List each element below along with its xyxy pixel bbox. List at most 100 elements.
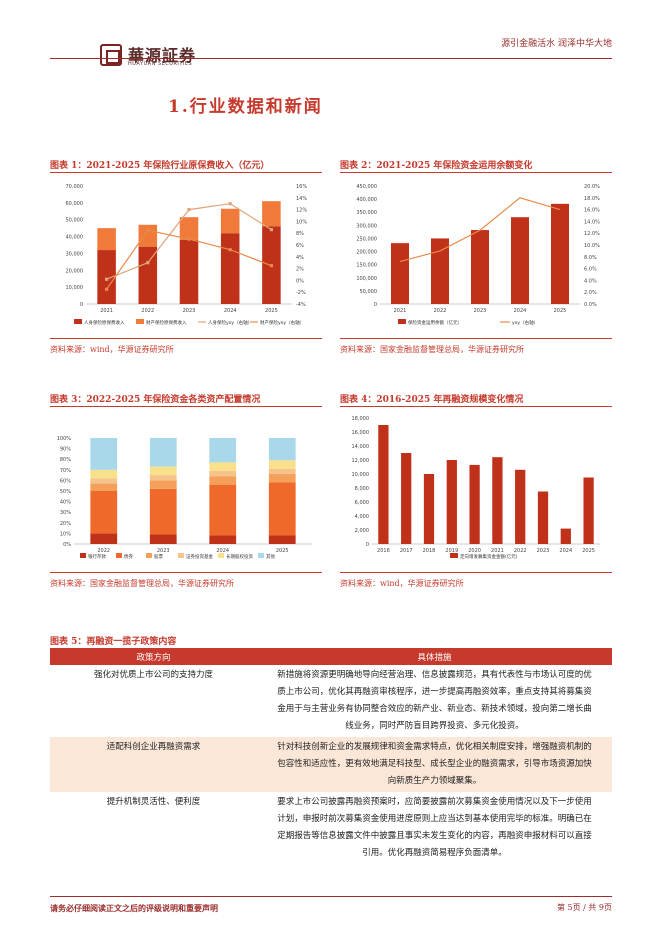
- bar: [492, 457, 503, 544]
- y2-tick-label: 12%: [296, 208, 307, 214]
- measure-line: 质上市公司，优化其再融资审核程序，进一步提高再融资效率，重点支持其将募集资: [277, 687, 592, 697]
- y-tick-label: 10%: [60, 531, 71, 537]
- y2-tick-label: 8%: [296, 231, 304, 237]
- x-tick-label: 2022: [141, 308, 154, 314]
- y2-tick-label: 16%: [296, 184, 307, 190]
- bar-segment: [209, 462, 237, 471]
- footer-divider: [50, 896, 612, 897]
- bar-segment: [209, 476, 237, 485]
- bar-segment: [97, 228, 116, 251]
- y-tick-label: 50,000: [66, 218, 84, 224]
- line-point: [105, 287, 109, 291]
- y-tick-label: 70%: [60, 468, 71, 474]
- y-tick-label: 2,000: [355, 528, 369, 534]
- legend-label: 财产保险yoy（右轴）: [260, 319, 304, 326]
- bar-segment: [262, 201, 281, 227]
- y-tick-label: 8,000: [355, 486, 369, 492]
- y-tick-label: 60%: [60, 478, 71, 484]
- line-point: [269, 228, 273, 232]
- figure-1-source: 资料来源：wind，华源证券研究所: [50, 345, 174, 354]
- y-tick-label: 10,000: [352, 472, 370, 478]
- x-tick-label: 2017: [400, 548, 413, 554]
- bar-segment: [149, 480, 177, 489]
- bar-segment: [97, 250, 116, 304]
- legend-swatch: [116, 553, 122, 558]
- figure-4-rule: [340, 406, 612, 407]
- footer-disclaimer: 请务必仔细阅读正文之后的评级说明和重要声明: [50, 903, 218, 913]
- y-tick-label: 100,000: [356, 276, 377, 282]
- line-point: [187, 208, 191, 212]
- y2-tick-label: 16.0%: [584, 208, 600, 214]
- y2-tick-label: 4.0%: [584, 278, 597, 284]
- y-tick-label: 40,000: [66, 235, 84, 241]
- logo-icon: [100, 44, 122, 66]
- x-tick-label: 2024: [216, 548, 229, 554]
- y-tick-label: 400,000: [356, 197, 377, 203]
- table-header-row: 政策方向 具体措施: [50, 648, 612, 665]
- y2-tick-label: 14.0%: [584, 219, 600, 225]
- x-tick-label: 2016: [377, 548, 390, 554]
- legend-label: yoy（右轴）: [512, 319, 538, 326]
- y2-tick-label: -2%: [296, 290, 306, 296]
- figure-3-source: 资料来源：国家金融监督管理总局，华源证券研究所: [50, 579, 234, 588]
- legend-swatch: [146, 553, 152, 558]
- header-direction: 政策方向: [50, 648, 257, 665]
- x-tick-label: 2024: [514, 308, 527, 314]
- y-tick-label: 90%: [60, 447, 71, 453]
- legend-swatch: [218, 553, 224, 558]
- y-tick-label: 0%: [63, 542, 71, 548]
- y2-tick-label: 20.0%: [584, 184, 600, 190]
- chart-refinancing-scale: 0 2,000 4,000 6,000 8,000 10,000 12,000 14,000 1…: [352, 416, 600, 560]
- bar: [515, 469, 526, 544]
- y-tick-label: 150,000: [356, 263, 377, 269]
- y-tick-label: 20,000: [66, 268, 84, 274]
- figure-3-bottom-rule: [50, 572, 322, 573]
- y-tick-label: 0: [366, 542, 369, 548]
- y-tick-label: 40%: [60, 500, 71, 506]
- bar-segment: [90, 478, 118, 484]
- bar-segment: [220, 233, 240, 304]
- x-tick-label: 2022: [97, 548, 110, 554]
- measure-line: 新措施将资源更明确地导向经营治理、信息披露规范，具有代表性与市场认可度的优: [277, 670, 592, 680]
- legend-swatch: [74, 319, 82, 324]
- bar: [469, 464, 480, 544]
- x-tick-label: 2021: [100, 308, 113, 314]
- legend-label: 人身保险yoy（右轴）: [208, 319, 252, 326]
- table-row: 强化对优质上市公司的支持力度 新措施将资源更明确地导向经营治理、信息披露规范，具…: [50, 665, 612, 737]
- legend-swatch: [258, 553, 264, 558]
- x-tick-label: 2023: [183, 308, 196, 314]
- figure-1-bottom-rule: [50, 338, 322, 339]
- legend-swatch: [80, 553, 86, 558]
- bar: [423, 474, 435, 544]
- y-tick-label: 6,000: [355, 500, 369, 506]
- x-tick-label: 2025: [582, 548, 595, 554]
- policy-measure: 要求上市公司披露再融资预案时，应简要披露前次募集资金使用情况以及下一步使用 计划…: [257, 792, 612, 864]
- figure-2-bottom-rule: [340, 338, 612, 339]
- bar-segment: [149, 534, 177, 544]
- legend-label: 长期股权投资: [226, 553, 253, 560]
- x-tick-label: 2023: [537, 548, 550, 554]
- header-slogan: 源引金融活水 润泽中华大地: [501, 39, 612, 49]
- legend-label: 人身保险原保费收入: [84, 319, 125, 326]
- figure-3-rule: [50, 406, 322, 407]
- legend-swatch: [450, 553, 458, 558]
- y-tick-label: 30%: [60, 510, 71, 516]
- y-tick-label: 250,000: [356, 236, 377, 242]
- x-tick-label: 2019: [445, 548, 458, 554]
- line-point: [187, 237, 191, 241]
- figure-4-source: 资料来源：wind，华源证券研究所: [340, 579, 464, 588]
- line-point: [269, 264, 273, 268]
- bar-segment: [209, 438, 237, 463]
- y-tick-label: 16,000: [352, 430, 370, 436]
- y-tick-label: 4,000: [355, 514, 369, 520]
- y2-tick-label: 4%: [296, 255, 304, 261]
- bar: [446, 460, 457, 544]
- y2-tick-label: 0%: [296, 278, 304, 284]
- bar-segment: [138, 224, 158, 247]
- bar-segment: [90, 533, 118, 544]
- legend-label: 银行存款: [88, 553, 106, 560]
- y-tick-label: 50%: [60, 489, 71, 495]
- y-tick-label: 50,000: [360, 289, 378, 295]
- policy-measure: 新措施将资源更明确地导向经营治理、信息披露规范，具有代表性与市场认可度的优 质上…: [257, 665, 612, 737]
- chart-premium-income: 0 10,000 20,000 30,000 40,000 50,000 60,000 70,…: [66, 184, 308, 326]
